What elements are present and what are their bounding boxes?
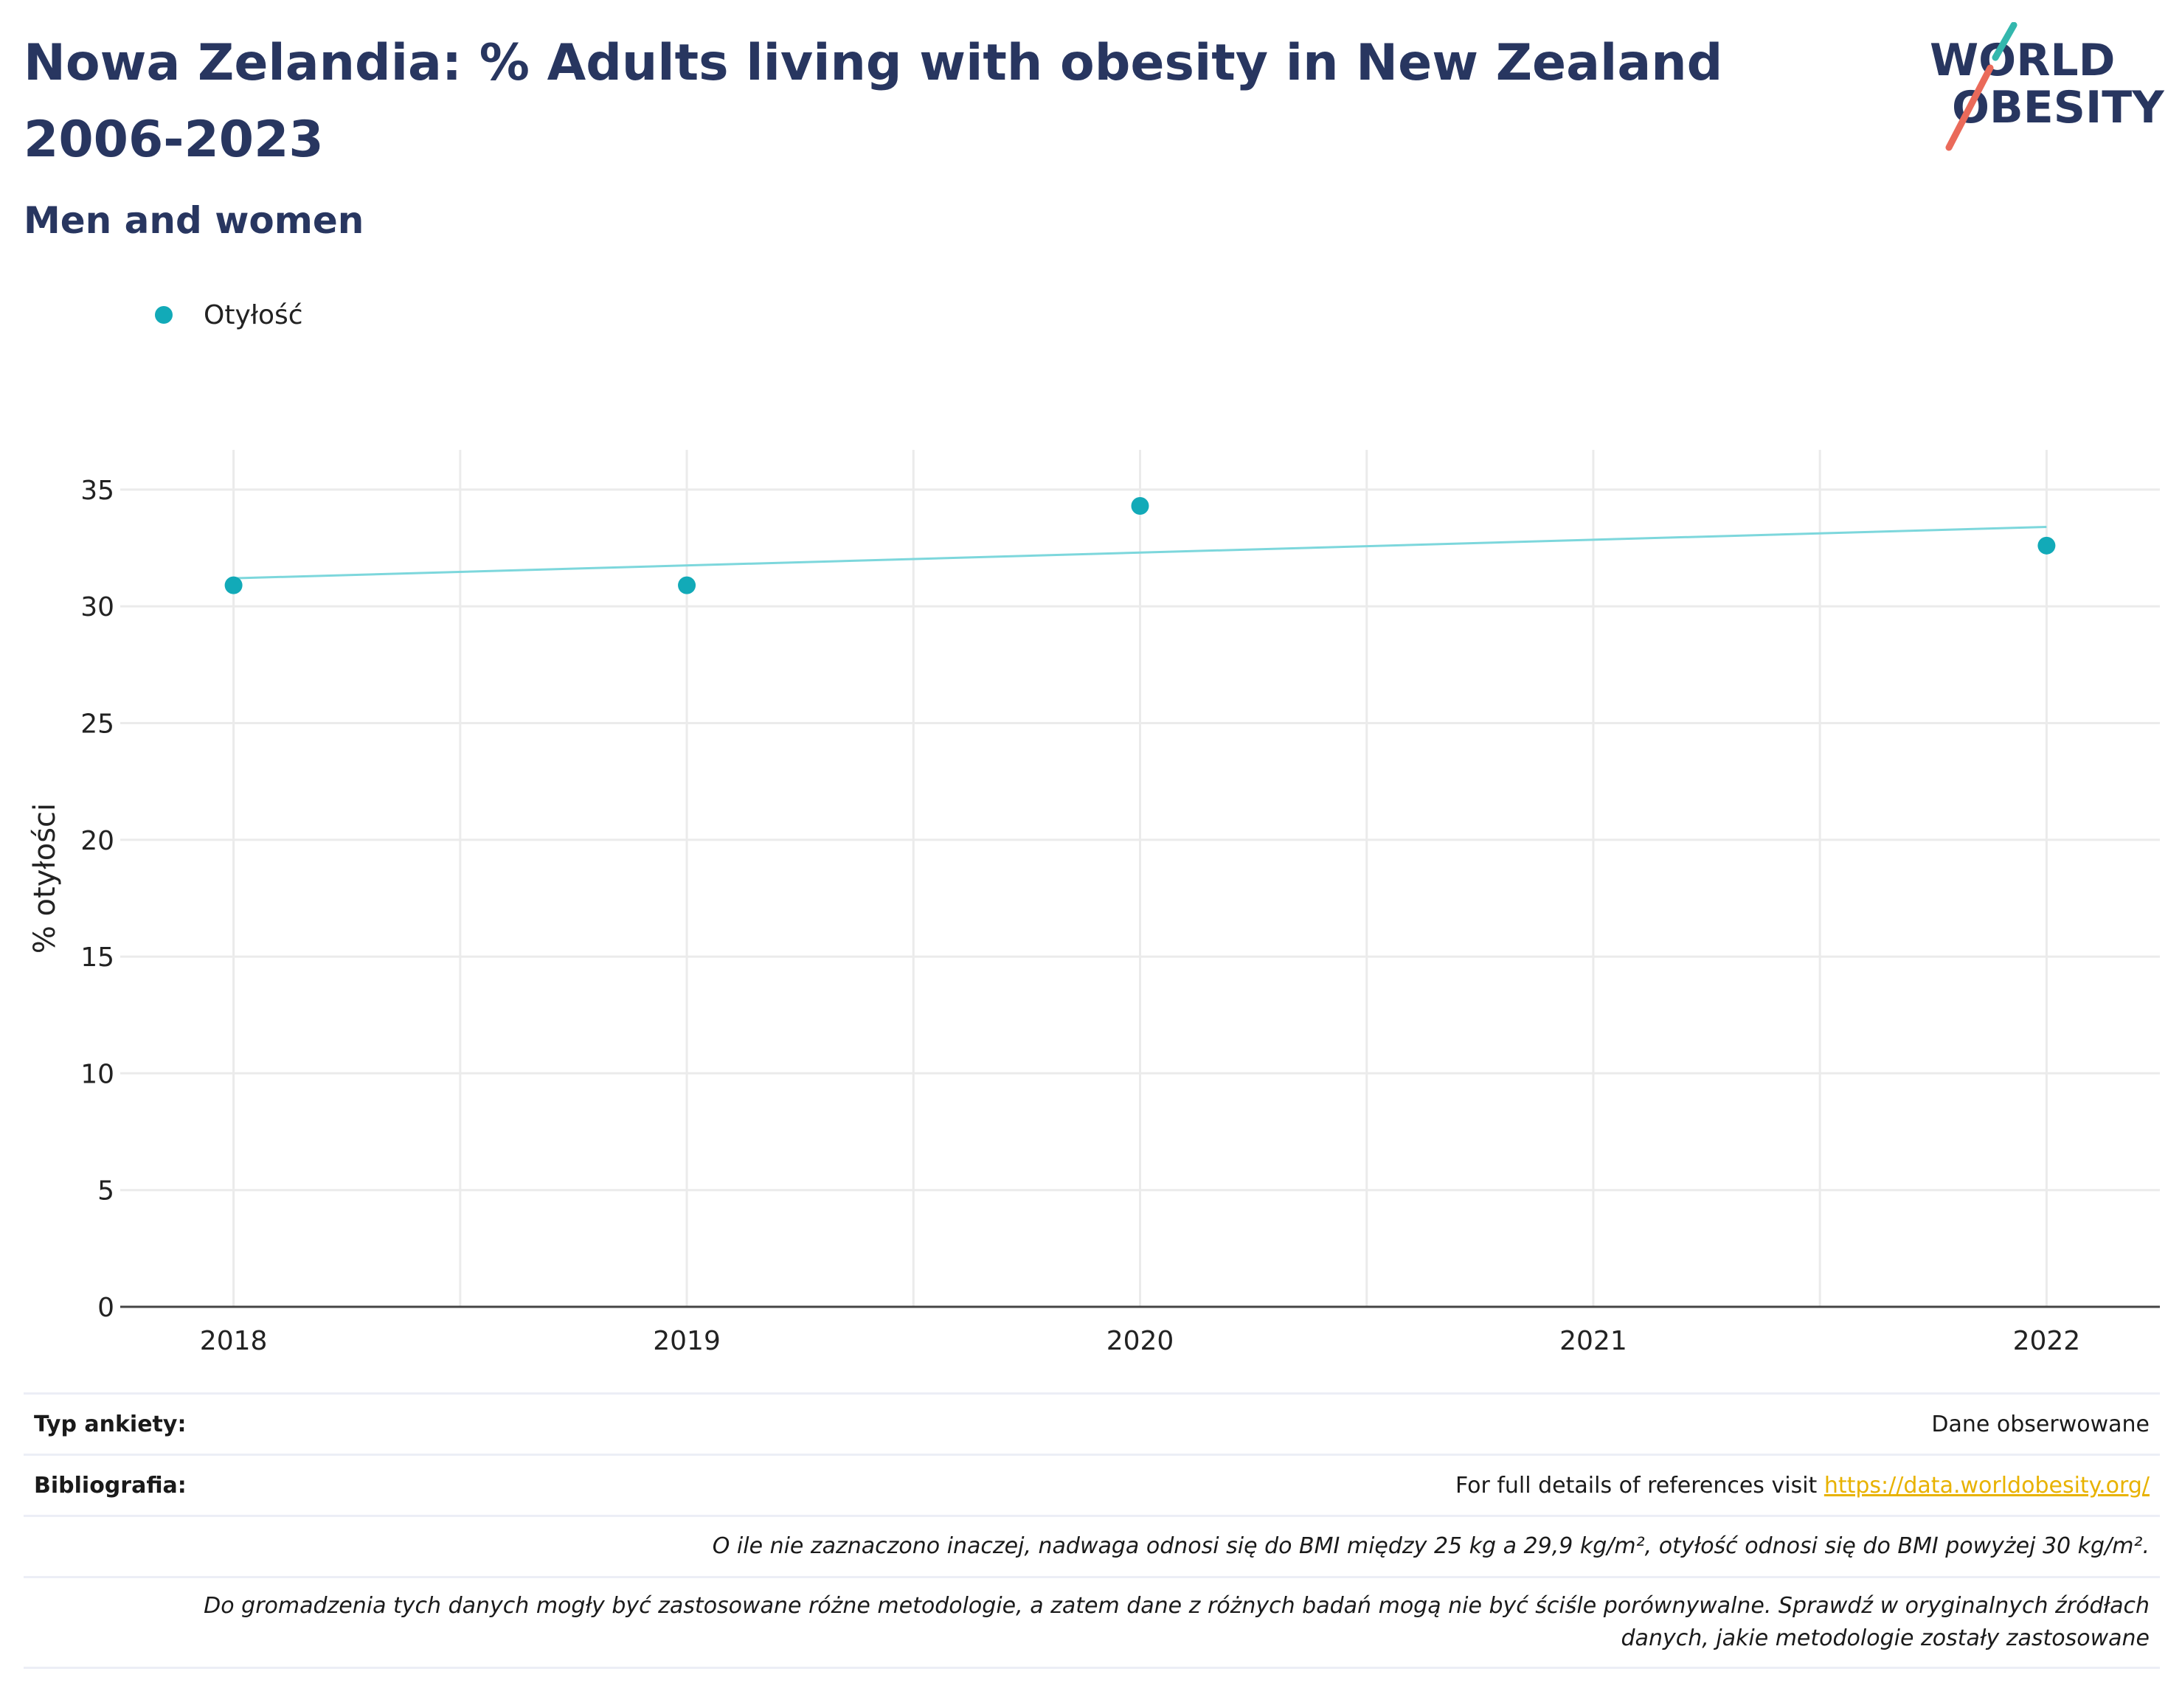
data-point — [2037, 536, 2056, 555]
logo-coral-slash — [1945, 64, 1994, 151]
bmi-note-row: O ile nie zaznaczono inaczej, nadwaga od… — [24, 1515, 2160, 1576]
data-point — [1131, 496, 1149, 515]
survey-type-label: Typ ankiety: — [34, 1411, 187, 1437]
y-axis-title: % otyłości — [28, 803, 62, 954]
methodology-note: Do gromadzenia tych danych mogły być zas… — [204, 1590, 2150, 1655]
y-tick-label: 15 — [80, 942, 114, 973]
y-tick-label: 5 — [97, 1176, 114, 1207]
survey-type-value: Dane obserwowane — [1931, 1411, 2150, 1437]
footer-table: Typ ankiety: Dane obserwowane Bibliograf… — [24, 1392, 2160, 1669]
legend-label: Otyłość — [204, 299, 303, 330]
logo-word-world: WORLD — [1930, 35, 2115, 86]
world-obesity-logo: WORLD OBESITY — [1930, 22, 2165, 151]
methodology-note-row: Do gromadzenia tych danych mogły być zas… — [24, 1576, 2160, 1669]
y-tick-label: 10 — [80, 1059, 114, 1089]
x-tick-label: 2018 — [200, 1326, 268, 1356]
bmi-note: O ile nie zaznaczono inaczej, nadwaga od… — [712, 1533, 2150, 1559]
x-tick-label: 2022 — [2013, 1326, 2081, 1356]
chart-subtitle: Men and women — [24, 199, 364, 242]
data-point — [678, 576, 696, 594]
bibliography-label: Bibliografia: — [34, 1472, 187, 1499]
y-tick-label: 30 — [80, 592, 114, 622]
trend-line — [233, 525, 2047, 580]
data-point — [224, 576, 243, 594]
bibliography-link[interactable]: https://data.worldobesity.org/ — [1823, 1472, 2150, 1499]
y-tick-label: 0 — [97, 1293, 114, 1323]
survey-type-row: Typ ankiety: Dane obserwowane — [24, 1392, 2160, 1454]
bibliography-text: For full details of references visit — [1455, 1472, 1824, 1499]
logo-teal-slash — [1992, 22, 2018, 61]
y-tick-label: 20 — [80, 826, 114, 856]
methodology-note-line-1: Do gromadzenia tych danych mogły być zas… — [204, 1593, 2150, 1619]
chart-title: Nowa Zelandia: % Adults living with obes… — [24, 34, 1723, 169]
bibliography-row: Bibliografia: For full details of refere… — [24, 1454, 2160, 1515]
x-tick-label: 2021 — [1559, 1326, 1627, 1356]
x-tick-label: 2019 — [653, 1326, 721, 1356]
bibliography-value: For full details of references visit htt… — [1455, 1473, 2150, 1499]
y-tick-label: 25 — [80, 709, 114, 739]
methodology-note-line-2: danych, jakie metodologie zostały zastos… — [1621, 1625, 2150, 1651]
x-tick-label: 2020 — [1106, 1326, 1174, 1356]
legend[interactable]: Otyłość — [155, 295, 303, 335]
obesity-chart: 0 5 10 15 20 25 30 35 2018 2019 2020 2021 2022 % otył… — [28, 450, 2160, 1356]
legend-marker — [155, 306, 173, 324]
logo-word-obesity: OBESITY — [1952, 82, 2165, 133]
y-tick-label: 35 — [80, 476, 114, 506]
